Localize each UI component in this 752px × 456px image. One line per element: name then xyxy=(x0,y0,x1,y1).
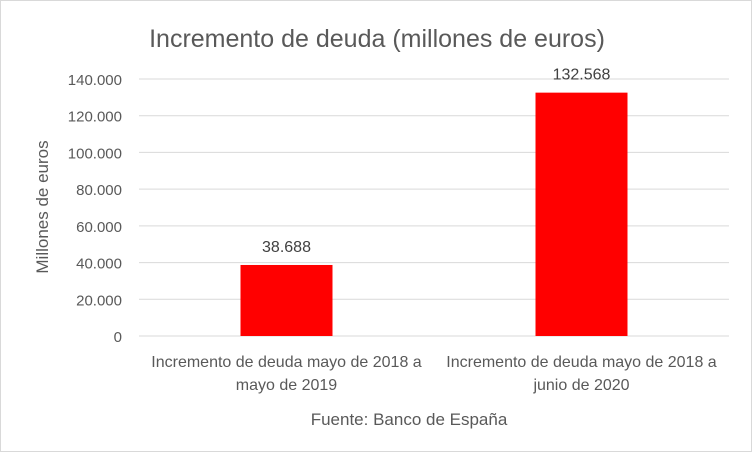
gridlines xyxy=(139,78,729,337)
data-label: 38.688 xyxy=(262,239,311,256)
y-tick-label: 60.000 xyxy=(76,219,122,236)
bar xyxy=(535,92,628,336)
x-tick-label: Incremento de deuda mayo de 2018 a xyxy=(446,354,717,371)
x-axis-labels: Incremento de deuda mayo de 2018 a mayo d… xyxy=(151,354,717,394)
y-tick-label: 80.000 xyxy=(76,182,122,199)
y-tick-label: 0 xyxy=(114,329,122,346)
x-axis-label: Fuente: Banco de España xyxy=(311,410,508,429)
y-tick-label: 40.000 xyxy=(76,256,122,273)
y-axis-ticks: 0 20.000 40.000 60.000 80.000 100.000 120.000 1… xyxy=(68,72,122,346)
x-tick-label: Incremento de deuda mayo de 2018 a xyxy=(151,354,422,371)
chart-title: Incremento de deuda (millones de euros) xyxy=(149,25,605,53)
y-tick-label: 120.000 xyxy=(68,109,122,126)
y-tick-label: 100.000 xyxy=(68,145,122,162)
y-tick-label: 20.000 xyxy=(76,292,122,309)
data-label: 132.568 xyxy=(553,67,611,84)
bars xyxy=(240,92,628,336)
data-labels: 38.688 132.568 xyxy=(262,67,610,256)
y-axis-label: Millones de euros xyxy=(33,140,52,273)
bar xyxy=(240,264,333,336)
x-tick-label: mayo de 2019 xyxy=(236,377,338,394)
y-tick-label: 140.000 xyxy=(68,72,122,89)
x-tick-label: junio de 2020 xyxy=(532,377,629,394)
